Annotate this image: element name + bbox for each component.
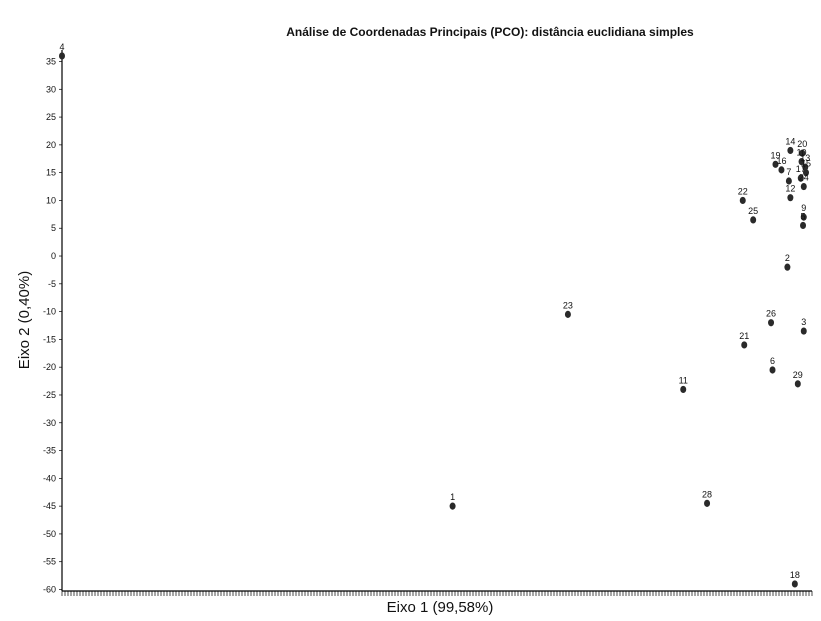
point-label-6: 6 — [770, 356, 775, 366]
data-point-16 — [778, 166, 785, 174]
data-point-28 — [704, 499, 711, 507]
y-tick-label: -35 — [43, 446, 56, 456]
point-label-2: 2 — [785, 253, 790, 263]
data-point-3 — [800, 327, 807, 335]
point-label-16: 16 — [776, 156, 786, 166]
data-point-29 — [794, 380, 801, 388]
point-label-3: 3 — [801, 317, 806, 327]
data-point-18 — [791, 580, 798, 588]
data-point-19 — [772, 160, 779, 168]
x-axis-label: Eixo 1 (99,58%) — [387, 599, 494, 616]
point-label-29: 29 — [793, 370, 803, 380]
data-point-25 — [750, 216, 757, 224]
point-label-15: 15 — [801, 159, 811, 169]
y-tick-label: -5 — [48, 279, 56, 289]
point-label-26: 26 — [766, 309, 776, 319]
point-label-11: 11 — [679, 375, 688, 385]
point-label-20: 20 — [797, 139, 807, 149]
y-tick-label: 20 — [46, 140, 56, 150]
point-label-7: 7 — [786, 167, 791, 177]
data-point-24 — [800, 182, 807, 191]
chart-title: Análise de Coordenadas Principais (PCO):… — [286, 25, 694, 39]
y-tick-label: -30 — [43, 418, 56, 428]
data-point-12 — [787, 194, 794, 202]
point-label-19: 19 — [770, 150, 780, 160]
y-tick-label: 30 — [46, 84, 56, 94]
y-tick-label: 5 — [51, 223, 56, 233]
point-label-9: 9 — [801, 203, 806, 213]
point-label-17: 17 — [796, 164, 806, 174]
point-label-18: 18 — [790, 570, 800, 580]
point-label-4: 4 — [59, 42, 64, 52]
point-label-25: 25 — [748, 206, 758, 216]
y-tick-label: -45 — [43, 501, 56, 511]
data-point-26 — [768, 319, 775, 327]
y-axis-ticks: 35 30 25 20 15 10 5 0 -5 -10 -15 -20 -25 -30 -35 -40 -45… — [43, 57, 62, 595]
y-tick-label: -10 — [43, 307, 56, 317]
y-tick-label: 0 — [51, 251, 56, 261]
y-tick-label: 35 — [46, 57, 56, 67]
data-point-15 — [803, 169, 809, 177]
data-point-22 — [739, 196, 746, 205]
y-tick-label: -25 — [43, 390, 56, 400]
point-label-14: 14 — [785, 136, 795, 146]
point-label-1: 1 — [450, 492, 455, 502]
data-point-11 — [680, 385, 687, 394]
data-point-14 — [787, 146, 794, 155]
data-point-1 — [449, 502, 456, 510]
y-tick-label: -50 — [43, 529, 56, 539]
y-tick-label: -55 — [43, 557, 56, 567]
data-point-9 — [800, 213, 807, 221]
point-label-13: 13 — [800, 153, 810, 163]
y-axis-label: Eixo 2 (0,40%) — [16, 271, 33, 369]
x-axis-ticks — [61, 591, 813, 596]
y-tick-label: 15 — [46, 168, 56, 178]
y-tick-label: 25 — [46, 112, 56, 122]
data-point-4 — [59, 52, 65, 60]
point-label-21: 21 — [739, 331, 749, 341]
y-tick-label: 10 — [46, 195, 56, 205]
y-tick-label: -20 — [43, 362, 56, 372]
data-point-2 — [784, 263, 791, 271]
data-point-7 — [785, 177, 792, 185]
data-point-6 — [769, 366, 776, 374]
point-label-28: 28 — [702, 489, 712, 499]
point-label-10: 10 — [797, 148, 807, 158]
point-label-22: 22 — [738, 186, 748, 196]
y-tick-label: -15 — [43, 334, 56, 344]
data-point-5 — [800, 221, 807, 230]
point-label-24: 24 — [799, 173, 809, 183]
data-point-13 — [802, 163, 809, 171]
data-point-17 — [797, 174, 804, 182]
y-tick-label: -40 — [43, 473, 56, 483]
point-label-5: 5 — [801, 211, 806, 221]
data-point-23 — [564, 310, 571, 318]
data-point-21 — [741, 341, 748, 349]
data-point-10 — [798, 157, 805, 166]
point-label-12: 12 — [785, 184, 795, 194]
point-label-23: 23 — [563, 300, 573, 310]
data-point-20 — [799, 149, 806, 157]
y-tick-label: -60 — [43, 585, 56, 595]
